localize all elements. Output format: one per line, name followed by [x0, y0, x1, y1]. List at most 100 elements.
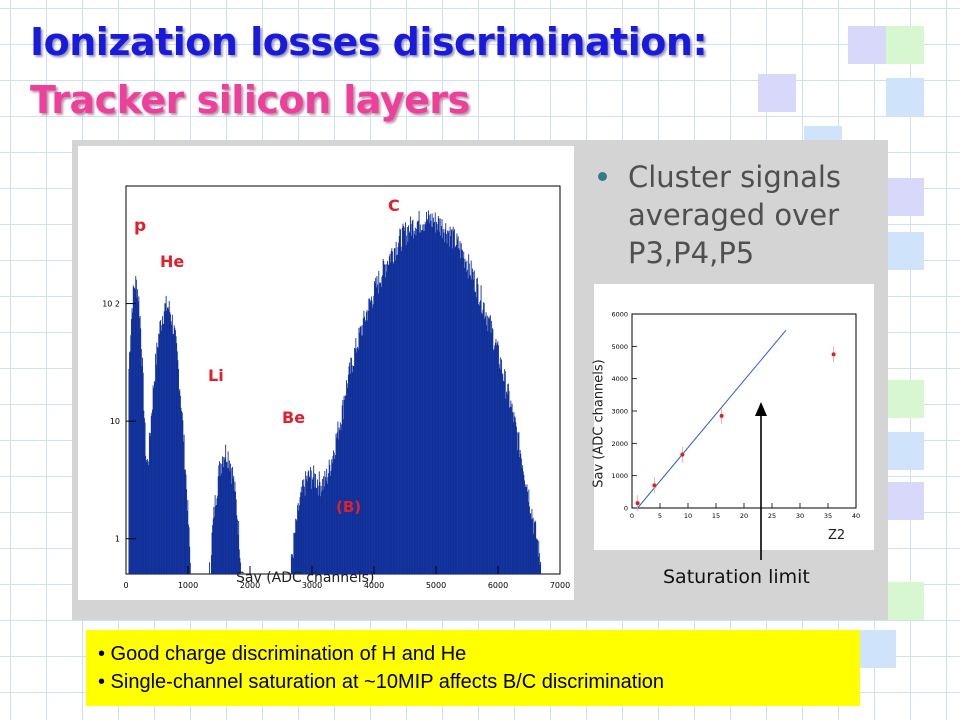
histogram-bar	[359, 332, 361, 574]
histogram-bar	[405, 222, 406, 574]
histogram-bar	[387, 261, 388, 574]
histogram-bar	[442, 228, 444, 574]
inset-x-ticks: 0 5 10 15 20 25 30 35 40	[630, 503, 860, 520]
histogram-bar	[228, 460, 230, 574]
histogram-bar	[150, 415, 152, 574]
histogram-bar	[215, 506, 217, 574]
histogram-bar	[445, 223, 447, 574]
histogram-bar	[135, 276, 137, 574]
histogram-bar	[517, 433, 519, 574]
histogram-bar	[178, 390, 180, 574]
histogram-bar	[422, 224, 424, 575]
histogram-bar	[235, 491, 237, 574]
histogram-bar	[426, 211, 427, 574]
histogram-bar	[142, 372, 144, 574]
histogram-bar	[318, 471, 320, 574]
histogram-bar	[405, 245, 407, 574]
histogram-bar	[353, 366, 355, 574]
histogram-bar	[527, 491, 529, 574]
histogram-bar	[294, 533, 295, 574]
histogram-bar	[523, 474, 525, 574]
histogram-bar	[540, 561, 542, 574]
histogram-bar	[421, 230, 423, 574]
histogram-bar	[433, 222, 435, 575]
histogram-bar	[231, 483, 233, 574]
histogram-bar	[130, 319, 132, 574]
histogram-bar	[160, 320, 161, 574]
histogram-bar	[470, 276, 471, 574]
histogram-bar	[359, 326, 361, 574]
histogram-bar	[460, 258, 462, 574]
histogram-bar	[137, 301, 139, 574]
histogram-bar	[344, 395, 346, 574]
data-point	[652, 483, 657, 488]
histogram-bar	[153, 381, 155, 574]
histogram-bar	[473, 279, 475, 574]
histogram-bar	[525, 486, 527, 574]
histogram-bar	[450, 230, 452, 574]
inset-y-axis-label: Sav (ADC channels)	[591, 359, 607, 488]
histogram-bar	[130, 335, 132, 574]
histogram-bar	[468, 254, 470, 574]
histogram-bar	[186, 489, 188, 574]
histogram-bar	[471, 268, 473, 574]
histogram-bar	[331, 463, 333, 574]
histogram-bar	[182, 420, 184, 574]
histogram-bar	[310, 467, 312, 574]
histogram-bar	[452, 226, 454, 575]
histogram-bar	[436, 221, 437, 574]
histogram-bar	[227, 451, 229, 574]
inset-x-axis-label: Z2	[828, 528, 846, 543]
deco-square	[886, 232, 924, 270]
data-point	[831, 352, 836, 357]
histogram-bar	[531, 508, 533, 574]
histogram-bar	[144, 422, 146, 574]
histogram-bar	[501, 359, 502, 574]
histogram-bar	[240, 562, 241, 574]
histogram-bar	[514, 416, 516, 574]
inset-y-tick-label: 1000	[611, 472, 628, 480]
histogram-bar	[177, 360, 179, 574]
histogram-bar	[371, 300, 373, 574]
histogram-bar	[168, 309, 170, 574]
histogram-bar	[375, 277, 377, 574]
peak-label-he: He	[160, 252, 185, 271]
histogram-bar	[167, 307, 169, 574]
histogram-bar	[490, 333, 492, 574]
histogram-bar	[409, 232, 411, 574]
histogram-bar	[415, 235, 417, 574]
histogram-bar	[313, 473, 315, 574]
histogram-bar	[478, 305, 480, 574]
histogram-bar	[406, 226, 408, 575]
histogram-bar	[343, 419, 344, 574]
histogram-bar	[230, 468, 232, 574]
histogram-bar	[224, 457, 226, 574]
peak-label-be: Be	[282, 408, 306, 427]
inset-fit-line	[637, 329, 787, 509]
histogram-y-tick-label: 10 2	[102, 300, 120, 309]
inset-y-ticks: 0 1000 2000 3000 4000 5000 6000	[611, 311, 637, 513]
histogram-bar	[299, 497, 301, 574]
histogram-bar	[134, 288, 135, 574]
histogram-bar	[323, 486, 325, 574]
histogram-bar	[507, 383, 509, 574]
inset-y-tick-label: 0	[624, 505, 628, 513]
histogram-bar	[328, 459, 330, 574]
histogram-bar	[443, 232, 445, 575]
histogram-bar	[160, 330, 162, 574]
histogram-bar	[229, 471, 231, 574]
histogram-bar	[434, 221, 436, 574]
histogram-bar	[235, 499, 237, 574]
histogram-bar	[457, 236, 459, 574]
histogram-bar	[339, 429, 341, 574]
histogram-bar	[344, 399, 346, 574]
inset-x-tick-label: 40	[852, 512, 860, 520]
histogram-bar	[432, 226, 434, 574]
histogram-bar	[514, 417, 516, 574]
histogram-bar	[326, 483, 328, 574]
histogram-bar	[157, 346, 158, 574]
histogram-bar	[304, 495, 306, 574]
histogram-bar	[298, 505, 300, 574]
histogram-bar	[374, 283, 376, 574]
histogram-frame: 0 1000 2000 3000 4000 5000 6000 7000 1 10 10 2 p …	[78, 146, 574, 600]
